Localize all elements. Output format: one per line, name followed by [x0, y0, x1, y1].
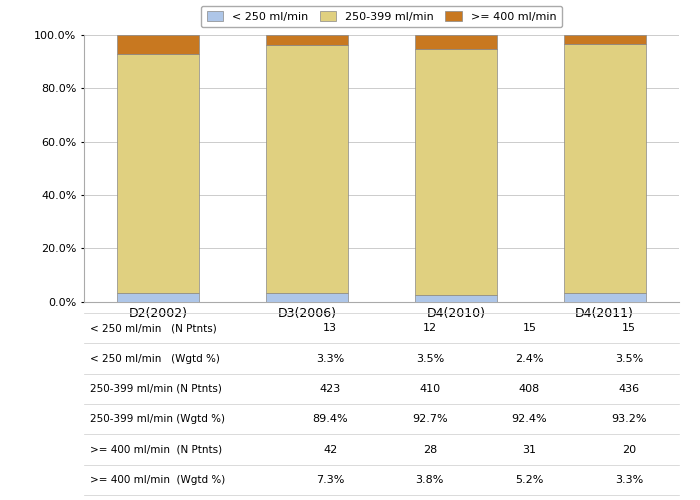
- Text: 408: 408: [519, 384, 540, 394]
- Legend: < 250 ml/min, 250-399 ml/min, >= 400 ml/min: < 250 ml/min, 250-399 ml/min, >= 400 ml/…: [201, 6, 562, 28]
- Text: 31: 31: [522, 444, 536, 454]
- Bar: [118, 293, 200, 302]
- Text: 7.3%: 7.3%: [316, 475, 344, 485]
- Text: 3.3%: 3.3%: [316, 354, 344, 364]
- Bar: [415, 35, 497, 49]
- Bar: [564, 44, 645, 292]
- Text: 15: 15: [622, 323, 636, 333]
- Text: 92.4%: 92.4%: [512, 414, 547, 424]
- Text: 436: 436: [619, 384, 640, 394]
- Bar: [266, 292, 348, 302]
- Text: 20: 20: [622, 444, 636, 454]
- Bar: [266, 35, 348, 45]
- Text: >= 400 ml/min  (Wgtd %): >= 400 ml/min (Wgtd %): [90, 475, 225, 485]
- Text: 410: 410: [419, 384, 440, 394]
- Bar: [564, 292, 645, 302]
- Bar: [415, 296, 497, 302]
- Bar: [415, 49, 497, 296]
- Text: 92.7%: 92.7%: [412, 414, 448, 424]
- Text: 13: 13: [323, 323, 337, 333]
- Text: < 250 ml/min   (Wgtd %): < 250 ml/min (Wgtd %): [90, 354, 220, 364]
- Text: 12: 12: [423, 323, 437, 333]
- Text: 3.5%: 3.5%: [615, 354, 643, 364]
- Bar: [118, 54, 200, 293]
- Text: 42: 42: [323, 444, 337, 454]
- Text: 3.3%: 3.3%: [615, 475, 643, 485]
- Text: 93.2%: 93.2%: [611, 414, 647, 424]
- Text: 3.5%: 3.5%: [416, 354, 444, 364]
- Text: 423: 423: [320, 384, 341, 394]
- Bar: [118, 35, 200, 54]
- Text: 250-399 ml/min (N Ptnts): 250-399 ml/min (N Ptnts): [90, 384, 222, 394]
- Text: 2.4%: 2.4%: [515, 354, 544, 364]
- Text: 15: 15: [522, 323, 536, 333]
- Text: < 250 ml/min   (N Ptnts): < 250 ml/min (N Ptnts): [90, 323, 217, 333]
- Bar: [266, 45, 348, 292]
- Text: 3.8%: 3.8%: [416, 475, 444, 485]
- Text: 250-399 ml/min (Wgtd %): 250-399 ml/min (Wgtd %): [90, 414, 225, 424]
- Text: >= 400 ml/min  (N Ptnts): >= 400 ml/min (N Ptnts): [90, 444, 222, 454]
- Text: 5.2%: 5.2%: [515, 475, 544, 485]
- Text: 28: 28: [423, 444, 437, 454]
- Bar: [564, 35, 645, 44]
- Text: 89.4%: 89.4%: [312, 414, 348, 424]
